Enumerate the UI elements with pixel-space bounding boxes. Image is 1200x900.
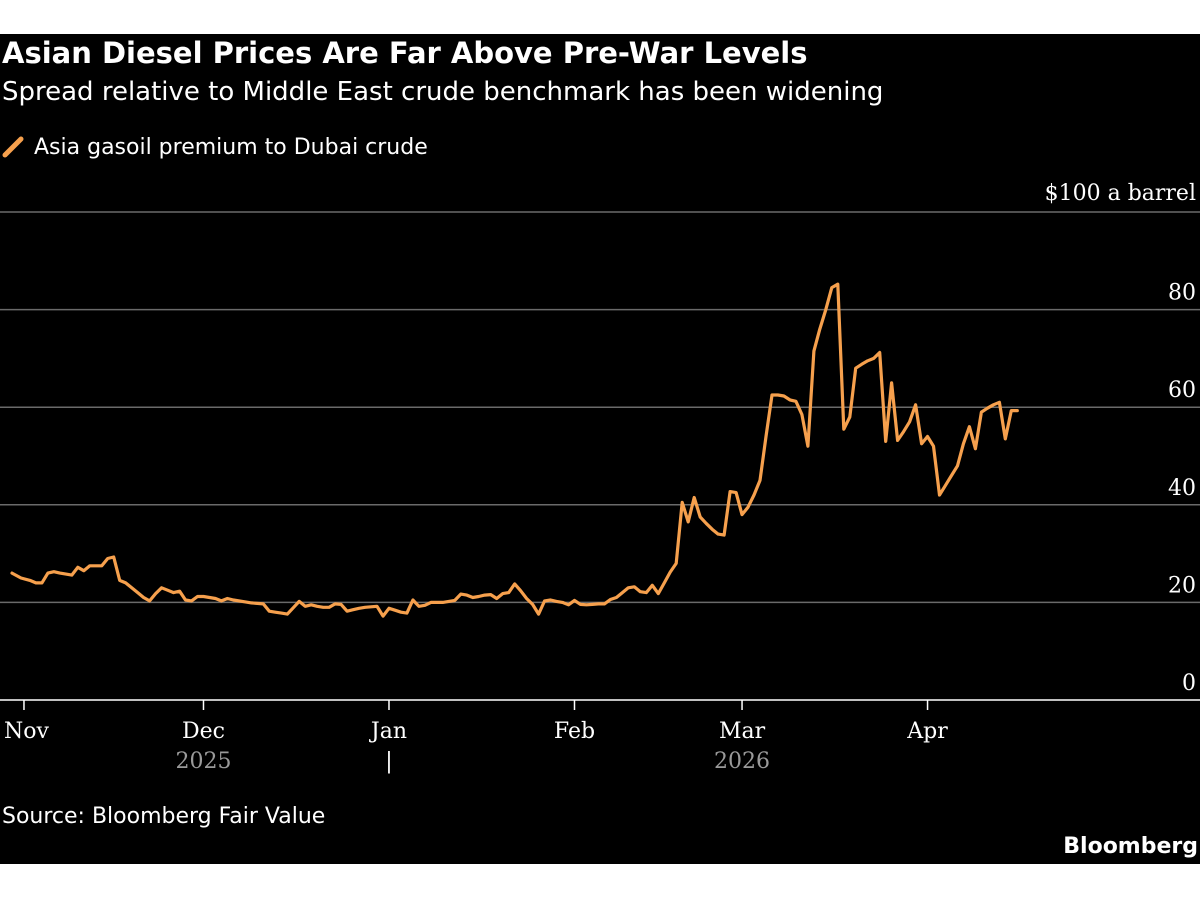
legend-swatch-icon — [2, 136, 24, 158]
y-tick-label-80: 80 — [1168, 281, 1196, 306]
series-layer — [10, 282, 1019, 618]
year-separator: | — [385, 749, 392, 774]
legend: Asia gasoil premium to Dubai crude — [2, 132, 428, 162]
axis-layer: 0 20 40 60 80 Nov Dec Jan Feb Mar Apr 2025 | 2026 — [4, 281, 1196, 774]
y-tick-label-20: 20 — [1168, 573, 1196, 598]
grid-layer — [0, 211, 1200, 701]
line-chart: 0 20 40 60 80 Nov Dec Jan Feb Mar Apr 2025 | 2026 $10… — [0, 181, 1200, 774]
year-label-2026: 2026 — [714, 749, 770, 774]
brand-logo: Bloomberg — [1063, 834, 1198, 859]
x-tick-label-dec: Dec — [182, 719, 225, 744]
x-tick-label-nov: Nov — [4, 719, 49, 744]
y-axis-unit-label: $100 a barrel — [1045, 181, 1196, 206]
series-line-0 — [10, 282, 1019, 618]
legend-label: Asia gasoil premium to Dubai crude — [34, 134, 428, 160]
y-tick-label-0: 0 — [1182, 671, 1196, 696]
chart-title: Asian Diesel Prices Are Far Above Pre-Wa… — [2, 36, 808, 70]
y-tick-label-40: 40 — [1168, 476, 1196, 501]
source-note: Source: Bloomberg Fair Value — [2, 804, 326, 829]
chart-subtitle: Spread relative to Middle East crude ben… — [2, 77, 884, 107]
chart-canvas: Asian Diesel Prices Are Far Above Pre-Wa… — [0, 34, 1200, 864]
x-tick-label-feb: Feb — [554, 719, 595, 744]
x-tick-label-mar: Mar — [719, 719, 766, 744]
y-tick-label-60: 60 — [1168, 378, 1196, 403]
year-label-2025: 2025 — [175, 749, 231, 774]
x-tick-label-jan: Jan — [369, 719, 407, 744]
x-tick-label-apr: Apr — [906, 719, 948, 744]
